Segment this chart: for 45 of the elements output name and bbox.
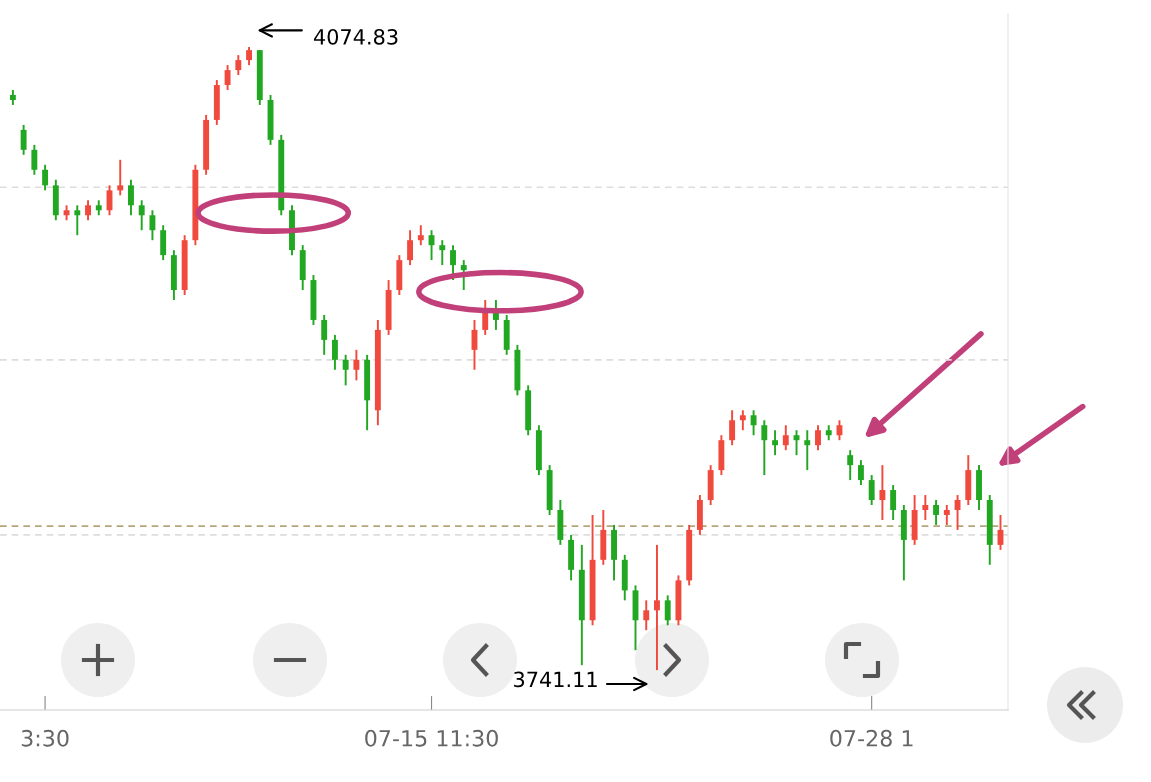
candlestick [235, 54, 242, 77]
candlestick [739, 409, 746, 432]
candlestick [890, 484, 897, 521]
candlestick [654, 543, 660, 672]
candlestick [729, 409, 736, 447]
candlestick [353, 348, 360, 382]
candlestick [664, 594, 671, 627]
candlestick [331, 333, 338, 371]
candlestick [782, 424, 789, 452]
candlestick [224, 64, 231, 91]
candlestick [857, 459, 864, 487]
candlestick [138, 199, 145, 232]
candlestick [31, 143, 38, 176]
candlestick [815, 424, 821, 452]
candlestick [20, 123, 27, 156]
candlestick [933, 499, 940, 526]
candlestick [847, 449, 854, 482]
candlestick [128, 178, 134, 217]
candlestick [342, 353, 349, 387]
candlestick [85, 199, 91, 222]
candlestick [804, 429, 811, 472]
candlestick [922, 494, 929, 521]
candlestick [879, 464, 886, 521]
candlestick [149, 209, 156, 242]
candlestick [321, 313, 328, 356]
candlestick [450, 244, 456, 282]
text: 4074.83 [313, 28, 398, 45]
candlestick [439, 239, 446, 267]
candlestick [117, 158, 124, 197]
candlestick [74, 204, 81, 237]
x-tick-label: 07-15 11:30 [365, 729, 498, 747]
candlestick [750, 409, 757, 437]
candlestick [246, 46, 252, 67]
candlestick [42, 163, 49, 192]
candlestick [460, 259, 467, 291]
candlestick [407, 229, 414, 267]
candlestick [761, 419, 768, 477]
x-tick-label: 3:30 [21, 729, 69, 747]
candlestick [868, 474, 875, 506]
candlestick [943, 504, 950, 526]
candlestick [417, 224, 424, 247]
candlestick [643, 599, 650, 632]
candlestick [772, 429, 779, 457]
text: 3741.11 [514, 671, 597, 688]
x-tick-label: 07-28 1 [830, 729, 913, 747]
